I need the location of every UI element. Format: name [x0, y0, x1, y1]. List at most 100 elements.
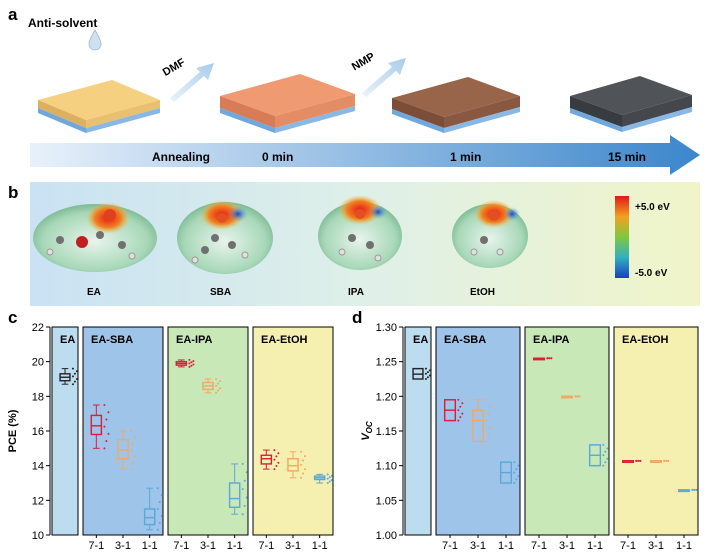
dmf-label: DMF: [161, 56, 188, 78]
data-point: [73, 372, 76, 375]
group-panel-ea: [404, 326, 432, 536]
data-point: [245, 471, 248, 474]
data-point: [103, 404, 106, 406]
box-ea-ipa-3-1: [560, 395, 581, 399]
group-label: EA-IPA: [176, 334, 213, 346]
x-tick-label: 7-1: [531, 540, 547, 552]
nmp-arrow: NMP: [350, 51, 406, 97]
x-tick-label: 1-1: [227, 540, 243, 552]
box-ea-etoh-7-1: [621, 459, 642, 464]
data-point: [107, 432, 110, 435]
data-point: [192, 363, 195, 366]
data-point: [515, 478, 518, 481]
y-tick-label: 14: [32, 461, 44, 473]
data-point: [219, 380, 222, 383]
data-point: [515, 468, 518, 471]
data-point: [691, 488, 694, 491]
molecule-ea-label: EA: [87, 287, 101, 298]
x-tick-label: 7-1: [88, 540, 104, 552]
data-point: [485, 440, 488, 443]
data-point: [215, 378, 218, 380]
data-point: [71, 367, 74, 370]
x-tick-label: 3-1: [285, 540, 301, 552]
y-tick-label: 1.15: [376, 426, 397, 438]
chart-voc: 1.00 1.05 1.10 1.15 1.20 1.25 1.30 VOC EA EA-SBA 7…: [360, 322, 699, 552]
scale-top-label: +5.0 eV: [635, 202, 670, 213]
x-tick-label: 7-1: [173, 540, 189, 552]
data-point: [517, 475, 520, 478]
data-point: [457, 398, 460, 401]
data-point: [75, 378, 78, 380]
data-point: [578, 395, 581, 398]
data-point: [273, 449, 276, 452]
box-ea-ipa-7-1: [175, 358, 195, 368]
y-axis-label-sub: OC: [365, 421, 374, 433]
data-point: [156, 528, 159, 531]
data-point: [667, 459, 670, 462]
data-point: [457, 419, 460, 422]
y-tick-label: 1.20: [376, 391, 397, 403]
group-panel-ea-ipa: [167, 326, 249, 536]
group-label: EA: [60, 334, 75, 346]
box-ea-sba-7-1: [90, 404, 110, 450]
panel-c-label: c: [8, 308, 17, 327]
data-point: [604, 461, 607, 464]
film-stage-initial: [38, 80, 160, 133]
data-point: [489, 426, 492, 429]
molecule-ipa: IPA: [318, 195, 402, 298]
data-point: [602, 443, 605, 446]
data-point: [275, 455, 278, 458]
data-point: [75, 370, 78, 373]
data-point: [300, 476, 303, 479]
data-point: [300, 450, 303, 453]
y-tick-label: 1.30: [376, 322, 397, 334]
data-point: [428, 374, 431, 377]
box-ea-etoh-1-1: [313, 473, 333, 484]
data-point: [215, 384, 218, 387]
data-point: [192, 360, 195, 363]
data-point: [459, 416, 462, 419]
data-point: [426, 371, 429, 374]
data-point: [606, 457, 609, 460]
data-point: [302, 459, 305, 462]
box-ea-sba-7-1: [443, 398, 464, 422]
film-stage-1min: [392, 77, 520, 133]
data-point: [637, 459, 640, 462]
box-ea-sba-3-1: [471, 398, 492, 443]
data-point: [604, 450, 607, 453]
data-point: [302, 472, 305, 475]
x-tick-label: 7-1: [620, 540, 636, 552]
box-body: [90, 414, 103, 436]
data-point: [134, 455, 137, 458]
potential-color-scale: [615, 196, 629, 278]
data-point: [602, 464, 605, 467]
box-ea-ipa-1-1: [588, 443, 609, 467]
box-body: [471, 409, 485, 443]
film-stage-15min: [570, 76, 692, 132]
data-point: [134, 436, 137, 439]
y-axis-label: VOC: [360, 421, 374, 441]
data-point: [277, 452, 280, 455]
box-ea-control: [412, 367, 431, 380]
data-point: [277, 461, 280, 464]
data-point: [71, 383, 74, 386]
data-point: [639, 459, 642, 462]
data-point: [326, 482, 329, 484]
data-point: [71, 375, 74, 378]
box-ea-etoh-7-1: [260, 449, 280, 471]
data-point: [132, 442, 135, 445]
data-point: [243, 479, 246, 482]
data-point: [273, 458, 276, 461]
y-tick-label: 18: [32, 391, 44, 403]
group-label: EA-EtOH: [261, 334, 308, 346]
box-body: [117, 438, 129, 460]
data-point: [487, 412, 490, 415]
data-point: [190, 364, 193, 367]
droplet-icon: [88, 29, 102, 51]
data-point: [602, 454, 605, 457]
data-point: [428, 369, 431, 372]
panel-b: b EA SBA IPA: [8, 182, 700, 306]
molecule-etoh-label: EtOH: [470, 287, 495, 298]
data-point: [635, 459, 638, 462]
